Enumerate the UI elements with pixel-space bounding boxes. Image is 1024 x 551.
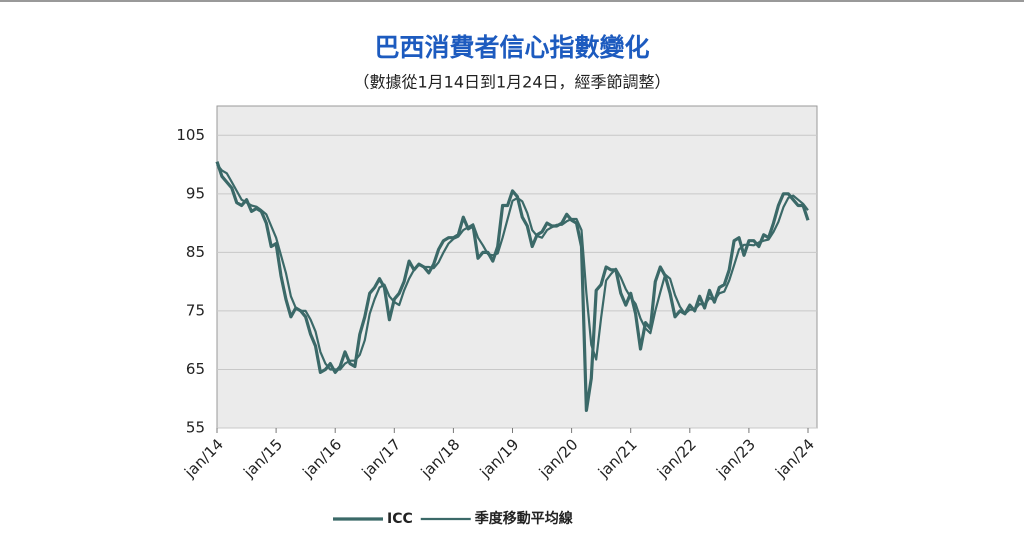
legend-label: ICC bbox=[387, 511, 413, 527]
y-tick-label: 95 bbox=[186, 184, 205, 202]
x-tick-label: jan/24 bbox=[771, 435, 818, 482]
legend-label: 季度移動平均線 bbox=[474, 510, 573, 527]
y-tick-label: 65 bbox=[186, 360, 205, 378]
x-tick-label: jan/21 bbox=[594, 435, 641, 482]
plot-area bbox=[216, 105, 818, 429]
data-line bbox=[216, 163, 809, 371]
data-line bbox=[215, 161, 810, 412]
x-tick-label: jan/22 bbox=[653, 435, 700, 482]
chart-subtitle: （數據從1月14日到1月24日，經季節調整） bbox=[353, 73, 670, 92]
y-tick-label: 85 bbox=[186, 243, 205, 261]
x-tick-label: jan/23 bbox=[712, 435, 759, 482]
y-tick-label: 105 bbox=[176, 126, 205, 144]
x-tick-label: jan/14 bbox=[180, 435, 227, 482]
y-tick-label: 75 bbox=[186, 301, 205, 319]
x-tick-label: jan/18 bbox=[417, 435, 464, 482]
x-tick-label: jan/19 bbox=[476, 435, 523, 482]
chart-title: 巴西消費者信心指數變化 bbox=[374, 33, 649, 62]
x-tick-label: jan/16 bbox=[299, 435, 346, 482]
x-tick-label: jan/17 bbox=[358, 435, 405, 482]
y-tick-label: 55 bbox=[186, 419, 205, 437]
x-tick-label: jan/20 bbox=[535, 435, 582, 482]
x-tick-label: jan/15 bbox=[239, 435, 286, 482]
